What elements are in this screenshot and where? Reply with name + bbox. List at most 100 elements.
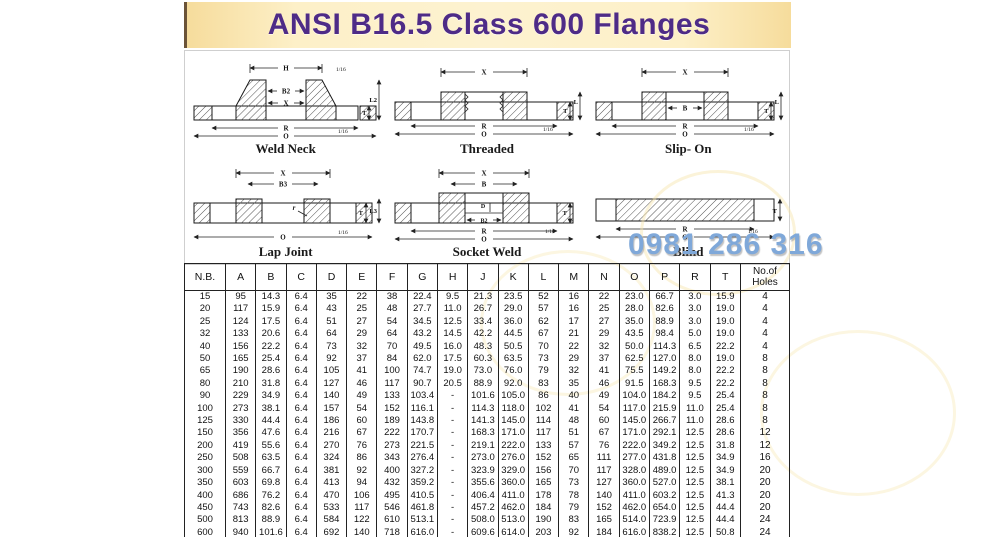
table-row: 15 95 14.3 6.4 35 22 38 22.4 9.5 21.3 23.5 52 16 22 23… (184, 290, 790, 304)
table-cell: 203 (527, 526, 560, 537)
column-header: J (467, 263, 499, 291)
table-cell: 600 (184, 526, 226, 537)
table-cell: 12.5 (679, 514, 711, 527)
table-cell: 52 (527, 290, 560, 304)
table-cell: 500 (184, 514, 226, 527)
dim-label-x: X (280, 170, 285, 178)
table-cell: 32 (346, 340, 378, 354)
table-cell: 28.6 (709, 415, 741, 428)
table-cell: 34.9 (709, 452, 741, 465)
dim-label-b: B (683, 105, 688, 113)
table-row: 50 165 25.4 6.4 92 37 84 62.0 17.5 60.3 63.5 73 29 37… (184, 353, 790, 366)
table-cell: 100 (376, 365, 408, 378)
table-cell: 616.0 (406, 526, 438, 537)
table-cell: 165 (588, 514, 620, 527)
title-band: ANSI B16.5 Class 600 Flanges (184, 2, 791, 48)
dim-label-r: R (683, 226, 689, 234)
table-cell: 54 (376, 315, 408, 329)
table-row: 80 210 31.8 6.4 127 46 117 90.7 20.5 88.9 92.0 83 35… (184, 377, 790, 391)
table-cell: 41.3 (709, 489, 741, 502)
table-cell: 34.5 (406, 315, 438, 329)
table-cell: - (436, 501, 469, 515)
table-cell: 12 (740, 439, 790, 453)
table-cell: 62.5 (618, 353, 650, 366)
table-cell: 6.4 (285, 290, 317, 304)
dimension-table: N.B. A B C D E F G H J K L M N O P R T No.of Holes 15 95 14.… (184, 263, 790, 537)
table-cell: 359.2 (406, 477, 438, 490)
lap-joint-drawing: X B3 r O T L3 1/16 (193, 169, 382, 242)
table-cell: 8.0 (679, 365, 711, 378)
table-cell: 22 (558, 340, 590, 354)
dim-label-r: R (481, 228, 487, 236)
column-header: T (709, 263, 741, 291)
dim-label-b3: B3 (279, 181, 288, 189)
table-cell: - (436, 514, 469, 527)
table-cell: 813 (224, 514, 257, 527)
table-cell: 133 (527, 439, 560, 453)
table-cell: 171.0 (497, 427, 529, 440)
table-cell: 12.5 (679, 452, 711, 465)
table-cell: 222.0 (618, 439, 650, 453)
table-cell: 117 (346, 501, 378, 515)
column-header: M (558, 263, 590, 291)
table-cell: 105 (315, 365, 348, 378)
table-cell: 44.4 (255, 415, 287, 428)
dim-label-x: X (481, 170, 486, 178)
table-cell: 44.4 (709, 514, 741, 527)
dim-label-o: O (481, 131, 487, 139)
dim-note-top: 1/16 (336, 67, 346, 73)
table-cell: 229 (224, 390, 257, 403)
table-cell: 117.0 (618, 402, 650, 416)
table-cell: 133 (376, 390, 408, 403)
table-cell: 508 (224, 452, 257, 465)
table-cell: 6.4 (285, 353, 317, 366)
table-cell: 16 (558, 303, 590, 316)
table-cell: 140 (588, 489, 620, 502)
table-cell: 6.4 (285, 452, 317, 465)
table-cell: 22.2 (709, 340, 741, 354)
dim-label-t: T (773, 208, 778, 215)
blind-drawing: R O T 1/16 (595, 198, 783, 242)
weld-neck-drawing: H 1/16 B2 X R O L2 T 1/16 (193, 64, 382, 140)
table-cell: 20 (740, 477, 790, 490)
dim-note: 1/16 (338, 230, 348, 236)
weld-neck-figure: H 1/16 B2 X R O L2 T 1/16 Weld Ne (185, 51, 386, 159)
table-cell: 15 (184, 290, 226, 304)
table-cell: 495 (376, 489, 408, 502)
table-cell: 327.2 (406, 464, 438, 478)
dim-note: 1/16 (748, 229, 758, 235)
table-cell: 20.6 (255, 328, 287, 341)
table-row: 90 229 34.9 6.4 140 49 133 103.4-101.6 105.0 86 40… (184, 390, 790, 403)
dim-label-r: R (683, 123, 689, 131)
column-header: H (436, 263, 469, 291)
table-cell: 27 (588, 315, 620, 329)
dim-label-x: X (683, 69, 688, 77)
dim-label-l3: L3 (369, 208, 377, 215)
table-cell: 400 (184, 489, 226, 502)
table-cell: 343 (376, 452, 408, 465)
dim-label-o: O (683, 234, 689, 242)
socket-weld-figure: X B D B2 R O T 1/16 Socket Weld (386, 159, 587, 262)
table-cell: 152 (527, 452, 560, 465)
table-cell: 44.4 (709, 501, 741, 515)
table-cell: 14.5 (436, 328, 469, 341)
table-cell: 12.5 (436, 315, 469, 329)
slip-on-drawing: X B R O L T 1/16 (595, 68, 784, 139)
dim-label-t: T (362, 110, 367, 117)
table-cell: 88.9 (255, 514, 287, 527)
column-header: P (648, 263, 681, 291)
column-header: C (285, 263, 317, 291)
table-cell: 276.4 (406, 452, 438, 465)
table-cell: 19.0 (709, 303, 741, 316)
threaded-caption: Threaded (460, 141, 514, 156)
table-cell: 12.5 (679, 439, 711, 453)
table-cell: 111 (588, 452, 620, 465)
table-cell: 78 (558, 489, 590, 502)
lap-joint-caption: Lap Joint (258, 244, 313, 259)
table-cell: 273.0 (467, 452, 499, 465)
table-cell: 584 (315, 514, 348, 527)
table-cell: 603.2 (648, 489, 681, 502)
table-cell: 250 (184, 452, 226, 465)
table-cell: 75.5 (618, 365, 650, 378)
table-row: 250 508 63.5 6.4 324 86 343 276.4-273.0 276.0 152… (184, 452, 790, 465)
